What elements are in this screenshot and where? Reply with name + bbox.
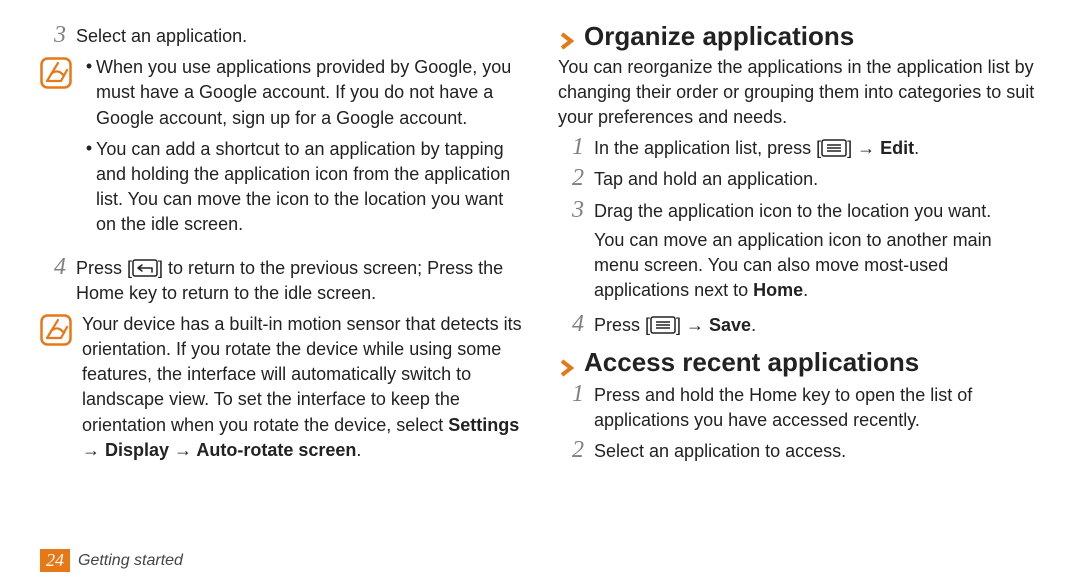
step-number: 1 bbox=[558, 134, 594, 160]
note-block-2: Your device has a built-in motion sensor… bbox=[40, 312, 522, 463]
heading-text: Access recent applications bbox=[584, 348, 919, 377]
note-text: Your device has a built-in motion sensor… bbox=[82, 312, 522, 463]
step-text: Press and hold the Home key to open the … bbox=[594, 381, 1040, 433]
step-text: Press [] to return to the previous scree… bbox=[76, 254, 522, 306]
page-footer: 24 Getting started bbox=[40, 549, 183, 572]
chevron-icon bbox=[558, 27, 576, 45]
heading-organize-applications: Organize applications bbox=[558, 22, 1040, 51]
note-block-1: • When you use applications provided by … bbox=[40, 55, 522, 243]
org-step-4: 4 Press [] → Save. bbox=[558, 311, 1040, 338]
step-number: 2 bbox=[558, 165, 594, 191]
recent-step-1: 1 Press and hold the Home key to open th… bbox=[558, 381, 1040, 433]
step-number: 3 bbox=[558, 197, 594, 223]
step-text: In the application list, press [] → Edit… bbox=[594, 134, 1040, 161]
bullet-icon: • bbox=[82, 55, 96, 78]
note-bullet-text: When you use applications provided by Go… bbox=[96, 55, 522, 131]
recent-step-2: 2 Select an application to access. bbox=[558, 437, 1040, 464]
org-step-2: 2 Tap and hold an application. bbox=[558, 165, 1040, 192]
step4-pre: Press [ bbox=[76, 258, 132, 278]
step-text: Select an application. bbox=[76, 22, 522, 49]
chevron-icon bbox=[558, 354, 576, 372]
page-number-badge: 24 bbox=[40, 549, 70, 572]
step-note: You can move an application icon to anot… bbox=[594, 228, 1040, 304]
step-number: 3 bbox=[40, 22, 76, 48]
step-number: 2 bbox=[558, 437, 594, 463]
org-step-1: 1 In the application list, press [] → Ed… bbox=[558, 134, 1040, 161]
bullet-icon: • bbox=[82, 137, 96, 160]
note-icon bbox=[40, 57, 72, 89]
note-icon bbox=[40, 314, 72, 346]
step-text: Select an application to access. bbox=[594, 437, 1040, 464]
menu-key-icon bbox=[650, 316, 676, 334]
step-text: Drag the application icon to the locatio… bbox=[594, 199, 1040, 224]
org-step-3: 3 Drag the application icon to the locat… bbox=[558, 197, 1040, 308]
note-bullet-text: You can add a shortcut to an application… bbox=[96, 137, 522, 238]
step-text: Press [] → Save. bbox=[594, 311, 1040, 338]
step-number: 4 bbox=[558, 311, 594, 337]
step-number: 1 bbox=[558, 381, 594, 407]
step-3: 3 Select an application. bbox=[40, 22, 522, 49]
heading-text: Organize applications bbox=[584, 22, 854, 51]
intro-paragraph: You can reorganize the applications in t… bbox=[558, 55, 1040, 131]
footer-section-title: Getting started bbox=[78, 552, 183, 570]
step-number: 4 bbox=[40, 254, 76, 280]
heading-access-recent-applications: Access recent applications bbox=[558, 348, 1040, 377]
step-4: 4 Press [] to return to the previous scr… bbox=[40, 254, 522, 306]
menu-key-icon bbox=[821, 139, 847, 157]
back-key-icon bbox=[132, 259, 158, 277]
step-text: Tap and hold an application. bbox=[594, 165, 1040, 192]
